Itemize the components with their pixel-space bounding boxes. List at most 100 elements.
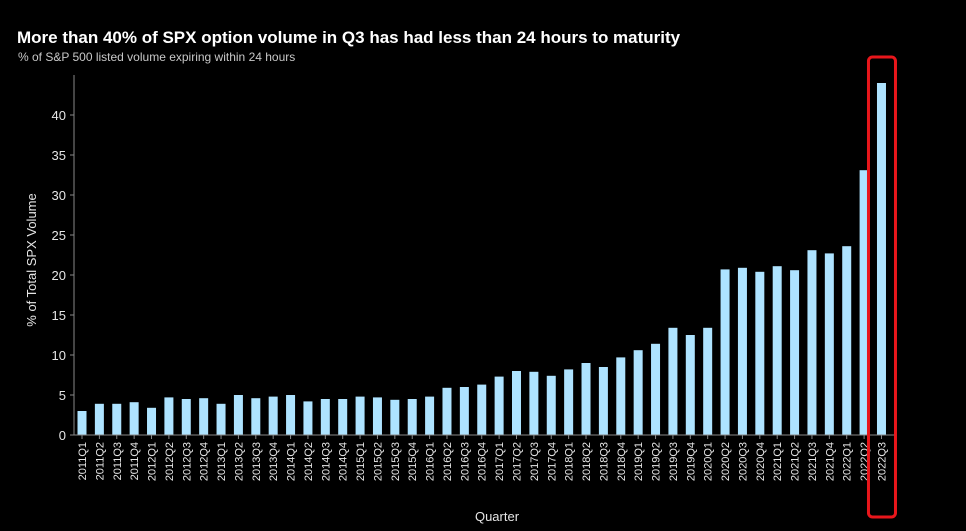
bar-2021Q4 bbox=[824, 253, 834, 435]
chart-subtitle: % of S&P 500 listed volume expiring with… bbox=[18, 50, 296, 64]
x-tick-label: 2019Q4 bbox=[685, 442, 697, 481]
bar-2012Q3 bbox=[181, 399, 191, 435]
x-tick-label: 2012Q1 bbox=[147, 442, 159, 481]
bar-2021Q1 bbox=[772, 266, 782, 435]
x-axis-label: Quarter bbox=[475, 509, 520, 524]
bar-2014Q1 bbox=[286, 395, 296, 435]
x-tick-label: 2012Q3 bbox=[181, 442, 193, 481]
x-tick-label: 2019Q1 bbox=[633, 442, 645, 481]
bar-2012Q1 bbox=[147, 407, 157, 435]
bar-2022Q1 bbox=[842, 246, 852, 435]
bar-2015Q3 bbox=[390, 399, 400, 435]
x-tick-label: 2018Q2 bbox=[581, 442, 593, 481]
y-axis: 0 5 10 15 20 25 30 35 40 bbox=[52, 75, 75, 443]
x-tick-label: 2013Q3 bbox=[251, 442, 263, 481]
x-tick-label: 2014Q4 bbox=[338, 442, 350, 481]
bar-2019Q2 bbox=[651, 343, 661, 435]
x-tick-label: 2017Q2 bbox=[512, 442, 524, 481]
x-tick-label: 2020Q2 bbox=[720, 442, 732, 481]
x-tick-label: 2015Q4 bbox=[407, 442, 419, 481]
x-tick-label: 2016Q3 bbox=[459, 442, 471, 481]
x-tick-label: 2014Q3 bbox=[320, 442, 332, 481]
x-tick-label: 2012Q2 bbox=[164, 442, 176, 481]
y-tick-label: 15 bbox=[52, 308, 66, 323]
bar-2020Q4 bbox=[755, 271, 765, 435]
x-tick-label: 2021Q1 bbox=[772, 442, 784, 481]
bar-2020Q3 bbox=[737, 267, 747, 435]
y-axis-label: % of Total SPX Volume bbox=[24, 193, 39, 326]
highlight-box bbox=[866, 55, 897, 519]
x-tick-label: 2022Q1 bbox=[842, 442, 854, 481]
bar-2014Q3 bbox=[320, 399, 330, 435]
x-tick-label: 2015Q1 bbox=[355, 442, 367, 481]
x-tick-label: 2015Q2 bbox=[372, 442, 384, 481]
bar-2015Q4 bbox=[407, 399, 417, 435]
x-tick-label: 2020Q1 bbox=[703, 442, 715, 481]
y-tick-label: 5 bbox=[59, 388, 66, 403]
x-tick-label: 2013Q1 bbox=[216, 442, 228, 481]
bar-2019Q3 bbox=[668, 327, 678, 435]
x-tick-label: 2020Q3 bbox=[737, 442, 749, 481]
x-tick-label: 2016Q2 bbox=[442, 442, 454, 481]
bar-2014Q2 bbox=[303, 401, 313, 435]
bar-2017Q2 bbox=[512, 371, 521, 435]
x-tick-label: 2021Q4 bbox=[824, 442, 836, 481]
bar-2012Q4 bbox=[199, 398, 209, 435]
x-tick-label: 2020Q4 bbox=[755, 442, 767, 481]
bar-2012Q2 bbox=[164, 397, 174, 435]
x-tick-label: 2018Q4 bbox=[616, 442, 628, 481]
bar-2011Q4 bbox=[129, 402, 139, 435]
x-tick-label: 2013Q2 bbox=[233, 442, 245, 481]
y-tick-label: 25 bbox=[52, 228, 66, 243]
bar-2021Q2 bbox=[790, 270, 800, 435]
x-tick-label: 2017Q1 bbox=[494, 442, 506, 481]
bar-2020Q2 bbox=[720, 269, 730, 435]
y-tick-label: 30 bbox=[52, 188, 66, 203]
y-tick-label: 20 bbox=[52, 268, 66, 283]
x-tick-label: 2017Q4 bbox=[546, 442, 558, 481]
bar-2017Q4 bbox=[546, 375, 556, 435]
bar-2018Q3 bbox=[598, 367, 608, 435]
x-tick-label: 2022Q3 bbox=[876, 442, 888, 481]
y-tick-label: 40 bbox=[52, 108, 66, 123]
bar-2013Q4 bbox=[268, 396, 278, 435]
y-tick-label: 35 bbox=[52, 148, 66, 163]
bar-2011Q2 bbox=[94, 403, 104, 435]
x-tick-label: 2011Q3 bbox=[112, 442, 124, 480]
bar-2017Q1 bbox=[494, 376, 504, 435]
x-tick-label: 2015Q3 bbox=[390, 442, 402, 481]
bar-2022Q3 bbox=[876, 83, 886, 435]
bar-2021Q3 bbox=[807, 250, 817, 435]
bar-2019Q1 bbox=[633, 350, 643, 435]
bar-2017Q3 bbox=[529, 371, 539, 435]
x-axis: 2011Q1 2011Q2 2011Q3 2011Q4 2012Q1 2012Q2 2012… bbox=[74, 434, 895, 481]
bar-2015Q2 bbox=[372, 397, 382, 435]
bar-2016Q3 bbox=[459, 387, 469, 435]
bar-2016Q1 bbox=[425, 396, 435, 435]
x-tick-label: 2021Q2 bbox=[790, 442, 802, 481]
x-tick-label: 2019Q3 bbox=[668, 442, 680, 481]
x-tick-label: 2019Q2 bbox=[651, 442, 663, 481]
x-tick-label: 2012Q4 bbox=[199, 442, 211, 481]
x-tick-label: 2016Q4 bbox=[477, 442, 489, 481]
bar-2011Q3 bbox=[112, 403, 122, 435]
y-tick-label: 10 bbox=[52, 348, 66, 363]
bar-2020Q1 bbox=[703, 327, 713, 435]
bar-2016Q2 bbox=[442, 387, 452, 435]
x-tick-label: 2017Q3 bbox=[529, 442, 541, 481]
x-tick-label: 2018Q1 bbox=[564, 442, 576, 481]
bar-2018Q1 bbox=[564, 369, 574, 435]
bar-2022Q2 bbox=[859, 170, 869, 435]
bar-2011Q1 bbox=[77, 411, 87, 435]
x-tick-label: 2018Q3 bbox=[598, 442, 610, 481]
bar-2014Q4 bbox=[338, 399, 348, 435]
bar-2013Q3 bbox=[251, 398, 261, 435]
x-tick-label: 2011Q2 bbox=[94, 442, 106, 480]
x-tick-label: 2014Q2 bbox=[303, 442, 315, 481]
bar-2016Q4 bbox=[477, 384, 487, 435]
bar-2018Q2 bbox=[581, 363, 591, 435]
x-tick-label: 2011Q4 bbox=[129, 442, 141, 480]
bars bbox=[77, 83, 886, 435]
x-tick-label: 2016Q1 bbox=[425, 442, 437, 481]
